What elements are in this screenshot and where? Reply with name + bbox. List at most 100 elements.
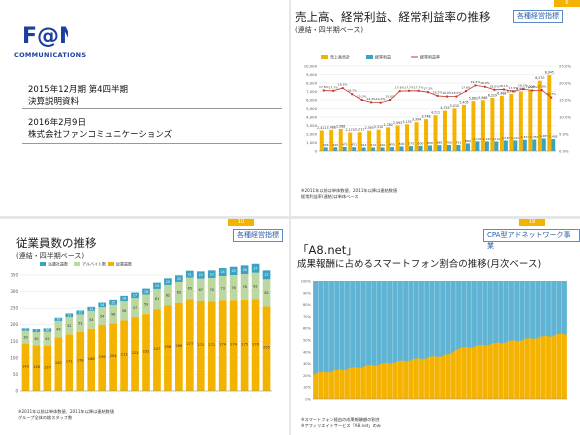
employees-data-label: 255 bbox=[263, 346, 270, 350]
note-line: ※2011年以前は単体数値、2011年以降は連結数値 bbox=[18, 409, 115, 414]
y-tick-label: 70% bbox=[303, 315, 312, 319]
margin-point bbox=[398, 90, 401, 93]
margin-point bbox=[351, 93, 354, 96]
part-time-data-label: 58 bbox=[122, 309, 126, 313]
employees-bar bbox=[262, 306, 271, 391]
sales-bar bbox=[452, 108, 457, 151]
sales-data-label: 3,135 bbox=[402, 120, 411, 124]
cover-company: 株式会社ファンコミュニケーションズ bbox=[28, 130, 173, 140]
legend-label: 経常利益 bbox=[375, 54, 391, 60]
y-tick-label: 90% bbox=[303, 291, 312, 295]
profit-data-label: 703 bbox=[446, 141, 452, 145]
part-time-data-label: 59 bbox=[144, 303, 148, 307]
part-time-data-label: 62 bbox=[166, 293, 170, 297]
margin-point bbox=[389, 99, 392, 101]
dispatched-bar bbox=[87, 306, 96, 311]
part-time-data-label: 65 bbox=[188, 287, 192, 291]
part-time-data-label: 67 bbox=[199, 288, 203, 292]
employees-bar bbox=[87, 328, 96, 391]
y-tick-label: 100 bbox=[10, 355, 18, 360]
sales-bar bbox=[405, 124, 410, 151]
margin-point bbox=[455, 95, 458, 98]
employees-bar bbox=[142, 314, 150, 391]
part-time-bar bbox=[54, 321, 63, 338]
y-tick-label: 4,000 bbox=[306, 115, 317, 120]
part-time-bar bbox=[87, 310, 96, 329]
cover-period: 2015年12月期 第4四半期 bbox=[28, 85, 129, 95]
employees-data-label: 271 bbox=[208, 343, 215, 347]
y-tick-label: 10% bbox=[303, 386, 312, 390]
margin-point bbox=[521, 88, 524, 91]
margin-point bbox=[417, 89, 420, 92]
profit-data-label: 1,131 bbox=[473, 137, 482, 141]
legend-swatch bbox=[40, 262, 46, 266]
sales-bar bbox=[367, 130, 372, 151]
sales-data-label: 6,229 bbox=[488, 94, 497, 98]
legend-label: 売上高合計 bbox=[330, 54, 350, 60]
profit-bar bbox=[428, 145, 433, 151]
margin-point bbox=[360, 99, 363, 101]
y-tick-label: 100% bbox=[301, 280, 312, 284]
y2-tick-label: 0.0% bbox=[559, 149, 569, 154]
profit-data-label: 412 bbox=[370, 143, 376, 147]
y-tick-label: 60% bbox=[303, 327, 312, 331]
profit-bar bbox=[342, 146, 347, 151]
profit-data-label: 1,356 bbox=[530, 135, 539, 139]
profit-bar bbox=[475, 141, 480, 151]
dispatched-bar bbox=[175, 275, 183, 282]
y-tick-label: 250 bbox=[10, 306, 18, 311]
employees-data-label: 204 bbox=[110, 354, 118, 358]
dispatched-bar bbox=[43, 328, 52, 332]
margin-point bbox=[427, 91, 430, 94]
dispatched-data-label: 7 bbox=[24, 328, 26, 332]
margin-point bbox=[408, 89, 411, 92]
margin-point bbox=[332, 89, 335, 92]
dispatched-bar bbox=[54, 317, 63, 322]
legend-swatch bbox=[321, 55, 328, 59]
margin-data-label: 17.8% bbox=[319, 85, 329, 89]
profit-bar bbox=[465, 143, 470, 151]
slide-notes: ※2011年以前は単体数値、2011年以降は連結数値 経常利益率(連結)は単体ベ… bbox=[301, 188, 397, 200]
sales-data-label: 2,488 bbox=[327, 125, 336, 129]
y-tick-label: 5,000 bbox=[306, 106, 317, 111]
margin-point bbox=[493, 88, 496, 91]
legend-swatch bbox=[108, 262, 114, 266]
dispatched-bar bbox=[65, 313, 74, 318]
part-time-bar bbox=[65, 317, 74, 335]
y-tick-label: 40% bbox=[303, 350, 312, 354]
employees-data-label: 143 bbox=[22, 364, 29, 368]
profit-bar bbox=[513, 140, 518, 151]
profit-bar bbox=[380, 147, 385, 151]
margin-data-label: 18.0% bbox=[490, 84, 500, 88]
margin-point bbox=[502, 88, 505, 91]
dispatched-data-label: 9 bbox=[35, 329, 37, 333]
sales-bar bbox=[461, 105, 466, 151]
margin-data-label: 17.7% bbox=[328, 85, 338, 89]
dispatched-bar bbox=[207, 270, 216, 278]
employees-data-label: 275 bbox=[241, 342, 248, 346]
sales-bar bbox=[376, 129, 381, 151]
profit-data-label: 426 bbox=[323, 143, 329, 147]
sales-bar bbox=[433, 115, 438, 151]
employees-bar bbox=[43, 345, 52, 391]
profit-data-label: 475 bbox=[342, 142, 348, 146]
employees-bar bbox=[54, 337, 63, 391]
part-time-data-label: 76 bbox=[231, 286, 235, 290]
part-time-data-label: 63 bbox=[177, 291, 181, 295]
dispatched-data-label: 10 bbox=[45, 328, 49, 332]
page-number: 19 bbox=[519, 219, 545, 226]
profit-bar bbox=[484, 141, 489, 151]
sales-data-label: 2,211 bbox=[355, 128, 364, 132]
sales-data-label: 6,998 bbox=[516, 87, 525, 91]
part-time-bar bbox=[196, 278, 205, 301]
profit-bar bbox=[503, 140, 508, 151]
margin-data-label: 17.7% bbox=[414, 85, 424, 89]
margin-point bbox=[464, 90, 467, 93]
profit-bar bbox=[551, 139, 556, 151]
profit-bar bbox=[409, 146, 414, 151]
dispatched-data-label: 14 bbox=[100, 303, 104, 307]
employees-data-label: 274 bbox=[219, 343, 227, 347]
margin-data-label: 16.7% bbox=[347, 89, 357, 93]
dispatched-data-label: 11 bbox=[67, 313, 71, 317]
part-time-bar bbox=[109, 304, 117, 324]
